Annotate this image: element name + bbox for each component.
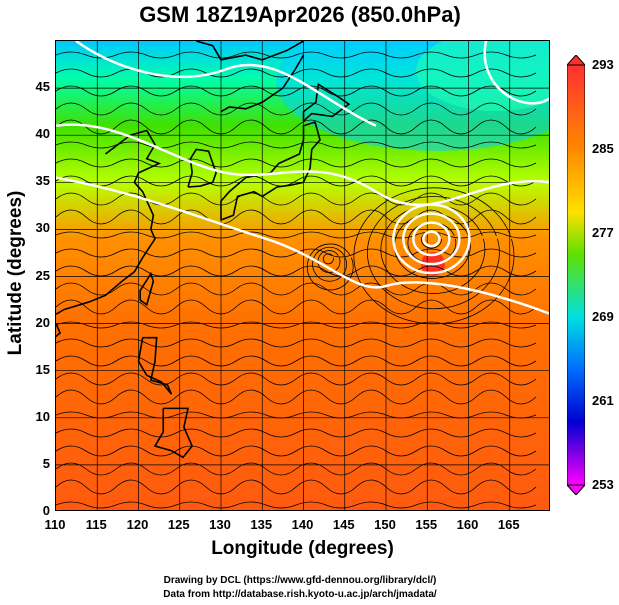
y-tick-label: 40 xyxy=(10,126,50,141)
credit-data: Data from http://database.rish.kyoto-u.a… xyxy=(0,589,600,600)
y-tick-label: 45 xyxy=(10,79,50,94)
x-tick-label: 110 xyxy=(40,517,70,532)
x-tick-label: 165 xyxy=(494,517,524,532)
x-axis-label: Longitude (degrees) xyxy=(55,538,550,560)
x-tick-label: 140 xyxy=(288,517,318,532)
colorbar-tick-label: 285 xyxy=(592,141,614,156)
colorbar xyxy=(567,55,585,495)
colorbar-tick-label: 253 xyxy=(592,477,614,492)
x-tick-label: 145 xyxy=(329,517,359,532)
x-tick-label: 130 xyxy=(205,517,235,532)
credit-dcl: Drawing by DCL (https://www.gfd-dennou.o… xyxy=(0,575,600,586)
colorbar-tick-label: 277 xyxy=(592,225,614,240)
x-tick-label: 150 xyxy=(370,517,400,532)
colorbar-tick-label: 261 xyxy=(592,393,614,408)
colorbar-tick-label: 269 xyxy=(592,309,614,324)
y-tick-label: 5 xyxy=(10,456,50,471)
x-tick-label: 120 xyxy=(123,517,153,532)
chart-title: GSM 18Z19Apr2026 (850.0hPa) xyxy=(0,2,600,28)
y-tick-label: 20 xyxy=(10,315,50,330)
map-field xyxy=(56,41,550,511)
colorbar-tick-label: 293 xyxy=(592,57,614,72)
y-tick-label: 0 xyxy=(10,503,50,518)
map-plot-area xyxy=(55,40,550,511)
y-tick-label: 25 xyxy=(10,268,50,283)
x-tick-label: 115 xyxy=(81,517,111,532)
x-tick-label: 125 xyxy=(164,517,194,532)
x-tick-label: 135 xyxy=(246,517,276,532)
y-tick-label: 35 xyxy=(10,173,50,188)
x-tick-label: 155 xyxy=(411,517,441,532)
y-tick-label: 10 xyxy=(10,409,50,424)
y-tick-label: 30 xyxy=(10,220,50,235)
y-tick-label: 15 xyxy=(10,362,50,377)
x-tick-label: 160 xyxy=(453,517,483,532)
